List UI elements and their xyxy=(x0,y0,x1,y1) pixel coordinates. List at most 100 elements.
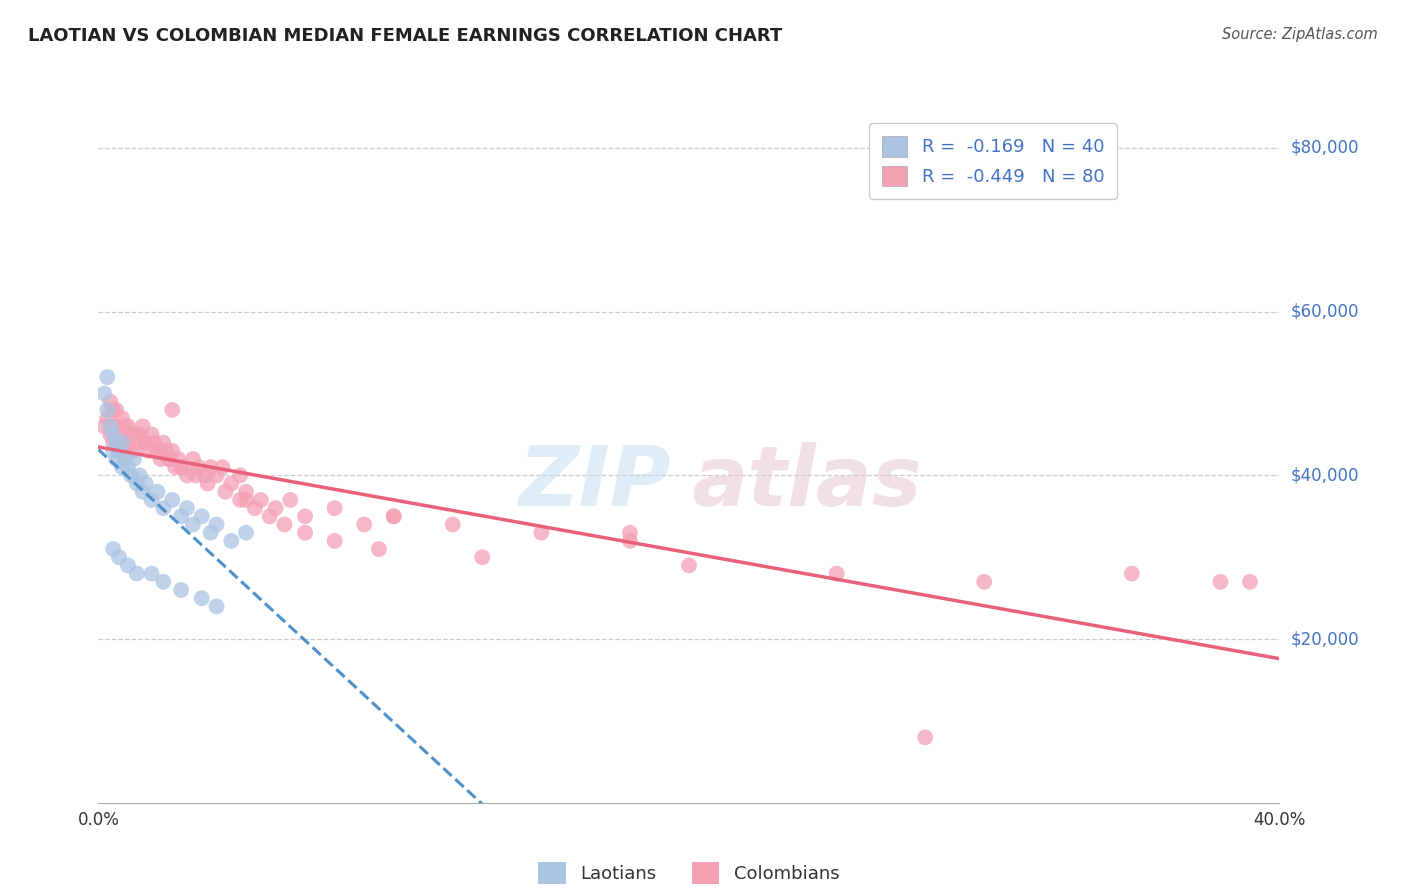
Point xyxy=(152,574,174,589)
Point xyxy=(219,476,242,491)
Point xyxy=(825,566,848,581)
Point xyxy=(235,484,257,499)
Point xyxy=(111,460,134,475)
Text: $40,000: $40,000 xyxy=(1291,467,1360,484)
Point xyxy=(273,517,295,532)
Point xyxy=(181,452,204,467)
Point xyxy=(98,427,121,442)
Point xyxy=(157,452,180,467)
Point xyxy=(165,460,187,475)
Point xyxy=(162,443,183,458)
Point xyxy=(111,435,134,450)
Point xyxy=(96,411,118,425)
Point xyxy=(141,492,163,507)
Point xyxy=(125,427,148,442)
Point xyxy=(146,484,169,499)
Point xyxy=(108,427,131,442)
Point xyxy=(108,550,131,565)
Point xyxy=(973,574,995,589)
Point xyxy=(243,501,266,516)
Point xyxy=(278,492,302,507)
Point xyxy=(122,452,145,467)
Point xyxy=(191,509,214,524)
Point xyxy=(117,460,139,475)
Point xyxy=(114,452,136,467)
Point xyxy=(103,427,125,442)
Point xyxy=(167,452,190,467)
Point xyxy=(98,394,121,409)
Text: atlas: atlas xyxy=(692,442,922,524)
Point xyxy=(1209,574,1232,589)
Point xyxy=(176,468,198,483)
Text: $20,000: $20,000 xyxy=(1291,630,1360,648)
Point xyxy=(122,443,145,458)
Point xyxy=(93,386,115,401)
Point xyxy=(205,517,228,532)
Point xyxy=(146,443,169,458)
Point xyxy=(162,492,183,507)
Point xyxy=(294,509,316,524)
Point xyxy=(194,468,217,483)
Point xyxy=(678,558,700,573)
Point xyxy=(214,484,236,499)
Point xyxy=(120,468,142,483)
Point xyxy=(135,435,157,450)
Point xyxy=(184,468,207,483)
Point xyxy=(132,484,155,499)
Point xyxy=(441,517,464,532)
Point xyxy=(103,443,125,458)
Point xyxy=(105,452,128,467)
Point xyxy=(105,435,128,450)
Point xyxy=(117,435,139,450)
Text: LAOTIAN VS COLOMBIAN MEDIAN FEMALE EARNINGS CORRELATION CHART: LAOTIAN VS COLOMBIAN MEDIAN FEMALE EARNI… xyxy=(28,27,782,45)
Point xyxy=(914,731,936,745)
Text: ZIP: ZIP xyxy=(519,442,671,524)
Point xyxy=(264,501,287,516)
Point xyxy=(111,435,134,450)
Point xyxy=(162,403,183,417)
Point xyxy=(323,533,346,548)
Text: Source: ZipAtlas.com: Source: ZipAtlas.com xyxy=(1222,27,1378,42)
Point xyxy=(111,411,134,425)
Point xyxy=(93,419,115,434)
Point xyxy=(149,452,172,467)
Point xyxy=(197,476,219,491)
Point xyxy=(96,370,118,384)
Text: $80,000: $80,000 xyxy=(1291,139,1360,157)
Point xyxy=(235,492,257,507)
Point xyxy=(143,435,166,450)
Point xyxy=(353,517,375,532)
Point xyxy=(135,435,157,450)
Point xyxy=(96,403,118,417)
Point xyxy=(103,435,125,450)
Point xyxy=(176,501,198,516)
Point xyxy=(155,443,177,458)
Point xyxy=(205,468,228,483)
Point xyxy=(191,591,214,606)
Point xyxy=(170,582,193,597)
Point xyxy=(135,476,157,491)
Point xyxy=(141,427,163,442)
Point xyxy=(157,452,180,467)
Point xyxy=(294,525,316,540)
Point xyxy=(125,435,148,450)
Point xyxy=(229,468,252,483)
Point xyxy=(619,525,641,540)
Point xyxy=(138,443,160,458)
Point xyxy=(108,443,131,458)
Point xyxy=(187,460,209,475)
Point xyxy=(114,443,136,458)
Point xyxy=(619,533,641,548)
Point xyxy=(105,419,128,434)
Point xyxy=(105,403,128,417)
Point xyxy=(382,509,405,524)
Point xyxy=(235,525,257,540)
Point xyxy=(211,460,233,475)
Point xyxy=(382,509,405,524)
Point xyxy=(471,550,494,565)
Point xyxy=(173,460,195,475)
Point xyxy=(1121,566,1143,581)
Point xyxy=(128,427,150,442)
Point xyxy=(125,476,148,491)
Point xyxy=(146,443,169,458)
